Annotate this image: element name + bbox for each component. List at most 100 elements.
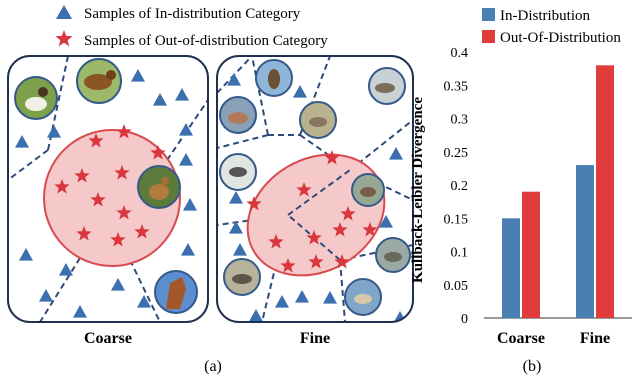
- coarse-out-dist-samples: [54, 124, 166, 247]
- legend-star-icon: [55, 30, 73, 47]
- in-dist-triangle: [249, 309, 263, 322]
- in-dist-triangle: [379, 215, 393, 228]
- out-dist-star: [74, 168, 90, 183]
- in-dist-triangle: [39, 289, 53, 302]
- plover-photo-icon: [351, 173, 385, 207]
- coarse-in-dist-samples: [15, 69, 197, 318]
- in-dist-triangle: [19, 248, 33, 261]
- in-dist-triangle: [179, 153, 193, 166]
- out-dist-star: [114, 165, 130, 180]
- caption-a: (a): [204, 358, 222, 375]
- fine-in-dist-samples: [227, 73, 407, 322]
- out-dist-star: [340, 206, 356, 221]
- shorebird-photo-icon: [299, 101, 337, 139]
- in-dist-triangle: [229, 191, 243, 204]
- in-dist-triangle: [389, 147, 403, 160]
- out-dist-star: [110, 232, 126, 247]
- deer-photo-icon: [137, 165, 181, 209]
- coarse-label: Coarse: [84, 330, 132, 347]
- ringed-plover-photo-icon: [344, 278, 382, 316]
- bar-fine-in: [576, 165, 594, 318]
- in-dist-triangle: [153, 93, 167, 106]
- y-tick-label: 0.3: [451, 113, 469, 128]
- wader-photo-icon: [375, 237, 411, 273]
- in-dist-triangle: [323, 291, 337, 304]
- y-tick-label: 0.05: [444, 279, 469, 294]
- in-dist-triangle: [295, 290, 309, 303]
- y-axis-label: Kullback-Leibler Divergence: [410, 97, 426, 283]
- in-dist-triangle: [227, 73, 241, 86]
- legend-series-label: In-Distribution: [500, 8, 590, 24]
- out-dist-star: [280, 258, 296, 273]
- out-dist-star: [296, 182, 312, 197]
- legend-in-label: Samples of In-distribution Category: [84, 6, 301, 22]
- out-dist-star: [88, 133, 104, 148]
- falcon-photo-icon: [255, 59, 293, 97]
- caption-b: (b): [523, 358, 542, 375]
- in-dist-triangle: [181, 243, 195, 256]
- bar-coarse-out: [522, 191, 540, 318]
- stilt-photo-icon: [219, 153, 257, 191]
- in-dist-triangle: [229, 221, 243, 234]
- horse-photo-icon: [154, 270, 198, 314]
- in-dist-triangle: [183, 198, 197, 211]
- legend-out-label: Samples of Out-of-distribution Category: [84, 33, 328, 49]
- legend-series-label: Out-Of-Distribution: [500, 30, 621, 46]
- fine-out-dist-samples: [246, 150, 378, 273]
- in-dist-triangle: [59, 263, 73, 276]
- in-dist-triangle: [15, 135, 29, 148]
- kl-divergence-chart: In-Distribution Out-Of-Distribution 0 0.05 0…: [410, 8, 632, 347]
- x-tick-label: Coarse: [497, 330, 545, 347]
- out-dist-star: [332, 222, 348, 237]
- y-tick-label: 0.4: [451, 46, 469, 61]
- y-tick-label: 0.25: [444, 146, 469, 161]
- in-dist-triangle: [175, 88, 189, 101]
- duck-photo-icon: [219, 96, 257, 134]
- out-dist-star: [362, 222, 378, 237]
- in-dist-triangle: [179, 123, 193, 136]
- out-dist-star: [150, 145, 166, 160]
- legend-a: Samples of In-distribution Category Samp…: [55, 5, 328, 49]
- out-dist-star: [306, 230, 322, 245]
- x-tick-label: Fine: [580, 330, 610, 347]
- legend-swatch-in: [482, 8, 495, 21]
- fine-label: Fine: [300, 330, 330, 347]
- out-dist-star: [116, 205, 132, 220]
- bar-coarse-in: [502, 218, 520, 319]
- dog-photo-icon: [14, 76, 58, 120]
- snipe-photo-icon: [223, 258, 261, 296]
- out-dist-star: [134, 224, 150, 239]
- y-tick-label: 0.2: [451, 179, 469, 194]
- fine-frame: [216, 55, 414, 323]
- cattle-photo-icon: [76, 58, 122, 104]
- out-dist-star: [334, 254, 350, 269]
- in-dist-triangle: [73, 305, 87, 318]
- out-dist-star: [246, 196, 262, 211]
- coarse-frame: [7, 55, 209, 323]
- y-tick-label: 0.35: [444, 79, 469, 94]
- in-dist-triangle: [47, 125, 61, 138]
- y-tick-label: 0.15: [444, 212, 469, 227]
- legend-swatch-out: [482, 30, 495, 43]
- out-dist-star: [268, 234, 284, 249]
- out-dist-star: [76, 226, 92, 241]
- in-dist-triangle: [137, 295, 151, 308]
- in-dist-triangle: [111, 278, 125, 291]
- y-tick-label: 0.1: [451, 246, 469, 261]
- out-dist-star: [90, 192, 106, 207]
- y-tick-label: 0: [461, 312, 468, 327]
- sandpiper-photo-icon: [368, 67, 406, 105]
- coarse-panel: [7, 55, 209, 323]
- legend-triangle-icon: [56, 5, 72, 19]
- bar-fine-out: [596, 65, 614, 318]
- in-dist-triangle: [275, 295, 289, 308]
- in-dist-triangle: [131, 69, 145, 82]
- out-dist-star: [324, 150, 340, 165]
- in-dist-triangle: [233, 243, 247, 256]
- fine-panel: [216, 55, 414, 323]
- out-dist-star: [116, 124, 132, 139]
- in-dist-triangle: [293, 85, 307, 98]
- out-dist-star: [54, 179, 70, 194]
